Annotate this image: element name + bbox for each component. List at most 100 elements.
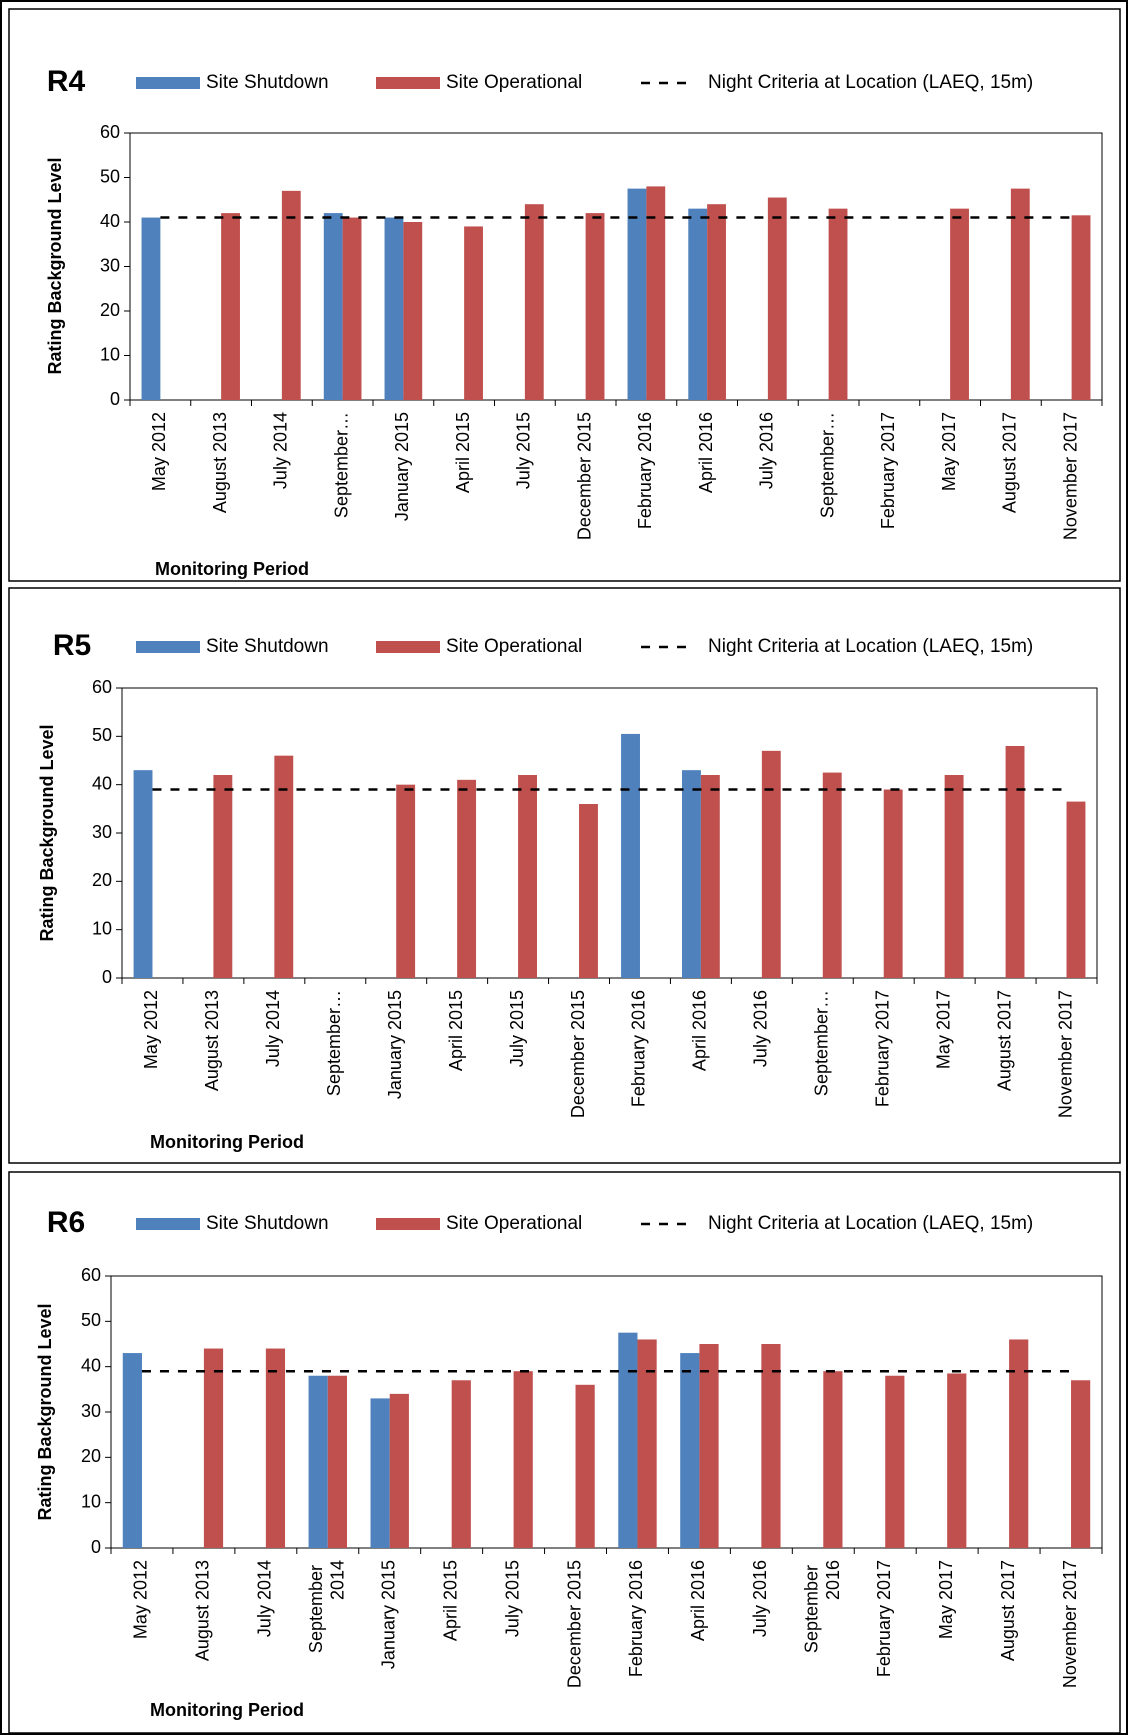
x-tick-label: September… <box>817 412 837 518</box>
bar <box>1066 801 1086 978</box>
y-axis-title: Rating Background Level <box>37 724 57 941</box>
x-tick-label: July 2014 <box>263 990 283 1067</box>
bar <box>682 770 701 978</box>
x-tick-label: September… <box>812 990 832 1096</box>
x-tick-label: April 2016 <box>690 990 710 1071</box>
x-tick-label: December 2015 <box>574 412 594 540</box>
legend-label: Night Criteria at Location (LAEQ, 15m) <box>708 636 1033 657</box>
legend-swatch <box>376 1218 440 1230</box>
y-tick-label: 10 <box>81 1491 101 1511</box>
y-axis-title: Rating Background Level <box>45 157 65 374</box>
y-tick-label: 40 <box>100 211 120 231</box>
panel-border <box>8 8 1121 582</box>
x-tick-label: February 2017 <box>874 1560 894 1677</box>
x-tick-label: February 2016 <box>635 412 655 529</box>
bar <box>122 1353 142 1548</box>
bar <box>585 213 605 400</box>
legend-label: Site Shutdown <box>206 72 329 93</box>
chart-title: R6 <box>47 1206 85 1239</box>
x-tick-label: May 2012 <box>149 412 169 491</box>
x-tick-label: August 2017 <box>1000 412 1020 513</box>
y-tick-label: 30 <box>92 822 112 842</box>
x-tick-label: February 2016 <box>629 990 649 1107</box>
bar <box>221 213 240 400</box>
x-tick-label: April 2016 <box>696 412 716 493</box>
y-tick-label: 60 <box>81 1265 101 1285</box>
bar <box>281 190 301 400</box>
bar <box>707 204 726 400</box>
bar <box>323 213 343 400</box>
bar <box>575 1384 595 1548</box>
legend-label: Site Shutdown <box>206 636 329 657</box>
x-tick-label: July 2015 <box>507 990 527 1067</box>
x-tick-label: May 2017 <box>936 1560 956 1639</box>
bar <box>828 208 848 400</box>
bar <box>883 789 903 978</box>
bar <box>823 1371 843 1548</box>
x-tick-label: April 2015 <box>440 1560 460 1641</box>
x-tick-label: February 2017 <box>878 412 898 529</box>
y-tick-label: 50 <box>81 1310 101 1330</box>
y-tick-label: 20 <box>92 870 112 890</box>
x-tick-label: July 2016 <box>757 412 777 489</box>
bar <box>761 750 781 978</box>
bar <box>621 733 640 978</box>
bar <box>1005 746 1025 978</box>
chart-title: R4 <box>47 65 86 98</box>
x-tick-label: January 2015 <box>385 990 405 1099</box>
x-tick-label: April 2015 <box>453 412 473 493</box>
x-axis-title: Monitoring Period <box>155 559 309 579</box>
bar <box>680 1353 700 1548</box>
bar <box>637 1339 657 1548</box>
legend-label: Night Criteria at Location (LAEQ, 15m) <box>708 1213 1033 1234</box>
x-tick-label: August 2013 <box>202 990 222 1091</box>
x-tick-label: January 2015 <box>378 1560 398 1669</box>
bar <box>885 1375 905 1548</box>
bar <box>646 186 666 400</box>
x-tick-label: July 2014 <box>271 412 291 489</box>
bar <box>370 1398 390 1548</box>
x-tick-label: August 2017 <box>994 990 1014 1091</box>
bar <box>618 1332 638 1548</box>
x-axis-title: Monitoring Period <box>150 1132 304 1152</box>
x-tick-label: September 2014 <box>306 1560 348 1653</box>
x-tick-label: December 2015 <box>568 990 588 1118</box>
legend-label: Site Shutdown <box>206 1213 329 1234</box>
y-tick-label: 40 <box>81 1355 101 1375</box>
y-tick-label: 30 <box>81 1401 101 1421</box>
bar <box>822 772 842 978</box>
x-tick-label: July 2015 <box>502 1560 522 1637</box>
x-tick-label: May 2012 <box>141 990 161 1069</box>
y-tick-label: 50 <box>92 725 112 745</box>
x-tick-label: February 2017 <box>872 990 892 1107</box>
x-tick-label: September… <box>324 990 344 1096</box>
legend-swatch <box>136 1218 200 1230</box>
bar <box>761 1344 781 1548</box>
x-tick-label: May 2012 <box>131 1560 151 1639</box>
y-tick-label: 10 <box>92 918 112 938</box>
legend-swatch <box>136 77 200 89</box>
legend-swatch <box>376 77 440 89</box>
bar <box>141 217 161 400</box>
y-tick-label: 60 <box>92 677 112 697</box>
legend-label: Site Operational <box>446 636 582 657</box>
y-tick-label: 20 <box>100 300 120 320</box>
x-tick-label: July 2015 <box>514 412 534 489</box>
x-tick-label: April 2016 <box>688 1560 708 1641</box>
x-tick-label: August 2013 <box>193 1560 213 1661</box>
bar <box>699 1344 719 1548</box>
x-tick-label: August 2017 <box>998 1560 1018 1661</box>
x-tick-label: July 2014 <box>255 1560 275 1637</box>
bar <box>513 1371 533 1548</box>
x-tick-label: May 2017 <box>933 990 953 1069</box>
y-tick-label: 0 <box>91 1537 101 1557</box>
x-tick-label: September 2016 <box>801 1560 843 1653</box>
bar <box>327 1375 347 1548</box>
bar <box>451 1380 471 1548</box>
bar <box>403 222 423 400</box>
bar <box>213 775 233 978</box>
x-tick-label: December 2015 <box>564 1560 584 1688</box>
bar <box>950 208 969 400</box>
bar <box>464 226 483 400</box>
